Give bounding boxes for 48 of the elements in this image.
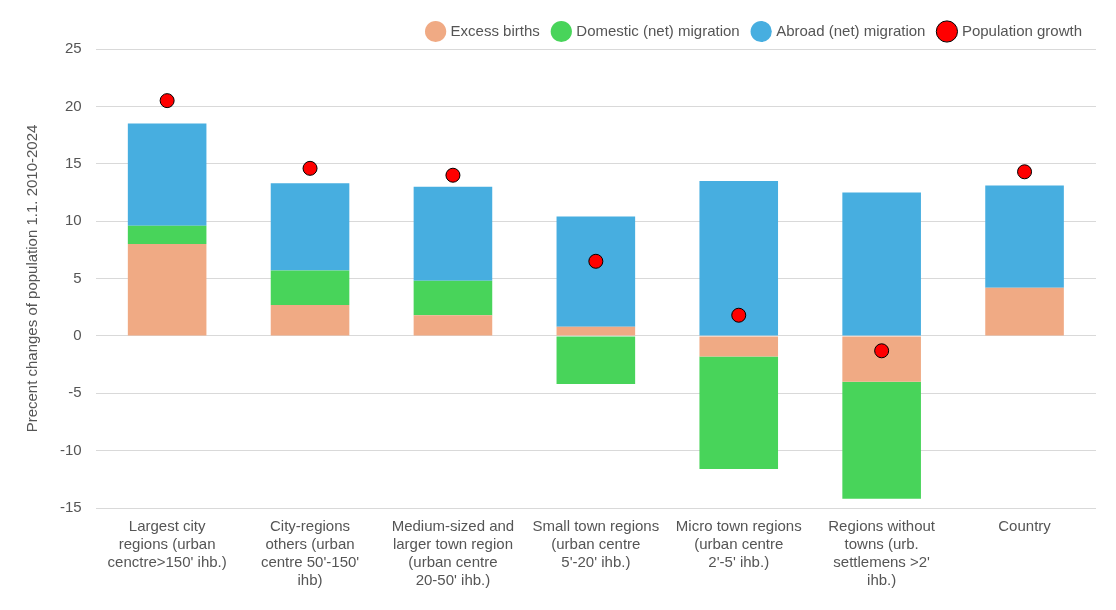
point	[445, 167, 461, 183]
point	[874, 343, 890, 359]
legend-label: Domestic (net) migration	[576, 21, 740, 39]
bar	[556, 326, 636, 336]
x-tick-label: Small town regions (urban centre 5'-20' ihb.)	[532, 517, 660, 571]
bar	[842, 381, 921, 499]
bar	[556, 336, 636, 385]
bar	[842, 192, 921, 336]
bar	[985, 185, 1064, 288]
bar	[699, 356, 779, 469]
y-tick-label: -5	[68, 383, 82, 401]
bar	[413, 186, 493, 281]
legend-label: Excess births	[450, 21, 540, 39]
legend-label: Abroad (net) migration	[776, 21, 926, 39]
bar	[270, 270, 350, 305]
bar	[270, 304, 350, 336]
y-axis-title: Precent changes of population 1.1. 2010-2024	[23, 124, 41, 433]
point	[588, 253, 604, 269]
bar	[413, 315, 493, 336]
point	[1017, 164, 1033, 180]
bar	[699, 180, 779, 336]
point	[302, 160, 318, 176]
y-tick-label: 15	[64, 153, 82, 171]
y-tick-label: 20	[64, 96, 82, 114]
bar	[127, 225, 207, 245]
y-tick-label: 5	[73, 268, 82, 286]
x-tick-label: Regions without towns (urb. settlemens >2' ihb.)	[828, 517, 936, 589]
legend-label: Population growth	[961, 21, 1083, 39]
y-tick-label: 25	[64, 39, 82, 57]
bar	[699, 336, 779, 357]
x-tick-label: Medium-sized and larger town region (urban centre 20-50' ihb.)	[391, 517, 515, 589]
x-tick-label: Largest city regions (urban cenctre>150' ihb.)	[107, 517, 227, 571]
bar	[985, 287, 1064, 336]
x-tick-label: City-regions others (urban centre 50'-150' ihb)	[260, 517, 360, 589]
x-tick-label: Country	[998, 517, 1052, 535]
y-tick-label: 0	[73, 326, 82, 344]
y-tick-label: -10	[59, 440, 82, 458]
bar	[270, 183, 350, 271]
bar	[842, 336, 921, 382]
bar	[127, 244, 207, 336]
bar	[127, 123, 207, 226]
bar	[556, 216, 636, 327]
bar	[413, 280, 493, 316]
x-tick-label: Micro town regions (urban centre 2'-5' ihb.)	[675, 517, 802, 571]
point	[159, 93, 175, 109]
point	[731, 307, 747, 323]
y-tick-label: -15	[59, 498, 82, 516]
y-tick-label: 10	[64, 211, 82, 229]
